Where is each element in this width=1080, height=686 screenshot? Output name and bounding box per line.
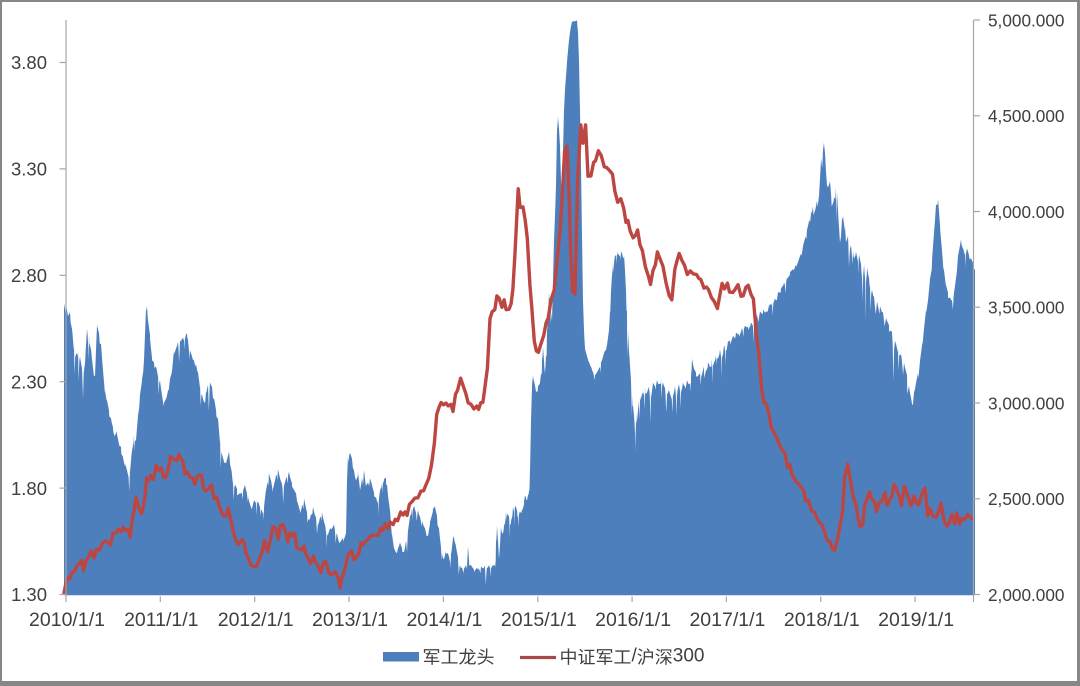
svg-text:3,000.000: 3,000.000 xyxy=(988,393,1064,413)
svg-text:2017/1/1: 2017/1/1 xyxy=(689,609,765,631)
svg-text:4,500.000: 4,500.000 xyxy=(988,106,1064,126)
svg-text:2013/1/1: 2013/1/1 xyxy=(312,609,388,631)
svg-text:5,000.000: 5,000.000 xyxy=(988,10,1064,30)
svg-text:2,000.000: 2,000.000 xyxy=(988,585,1064,605)
svg-text:3,500.000: 3,500.000 xyxy=(988,298,1064,318)
svg-text:2011/1/1: 2011/1/1 xyxy=(124,609,198,631)
svg-text:2012/1/1: 2012/1/1 xyxy=(218,609,294,631)
svg-text:3.30: 3.30 xyxy=(11,159,47,180)
svg-text:2015/1/1: 2015/1/1 xyxy=(501,609,577,631)
svg-text:2018/1/1: 2018/1/1 xyxy=(784,609,860,631)
svg-text:2,500.000: 2,500.000 xyxy=(988,489,1064,509)
svg-text:300: 300 xyxy=(673,645,705,666)
svg-text:2016/1/1: 2016/1/1 xyxy=(595,609,671,631)
svg-text:2014/1/1: 2014/1/1 xyxy=(406,609,482,631)
svg-text:3.80: 3.80 xyxy=(11,52,47,73)
svg-text:1.80: 1.80 xyxy=(11,478,47,499)
svg-text:2010/1/1: 2010/1/1 xyxy=(29,609,105,631)
svg-text:/: / xyxy=(632,645,638,666)
svg-text:4,000.000: 4,000.000 xyxy=(988,202,1064,222)
svg-text:2.30: 2.30 xyxy=(11,371,47,392)
svg-text:1.30: 1.30 xyxy=(11,584,47,605)
svg-text:2.80: 2.80 xyxy=(11,265,47,286)
svg-text:2019/1/1: 2019/1/1 xyxy=(878,609,954,631)
